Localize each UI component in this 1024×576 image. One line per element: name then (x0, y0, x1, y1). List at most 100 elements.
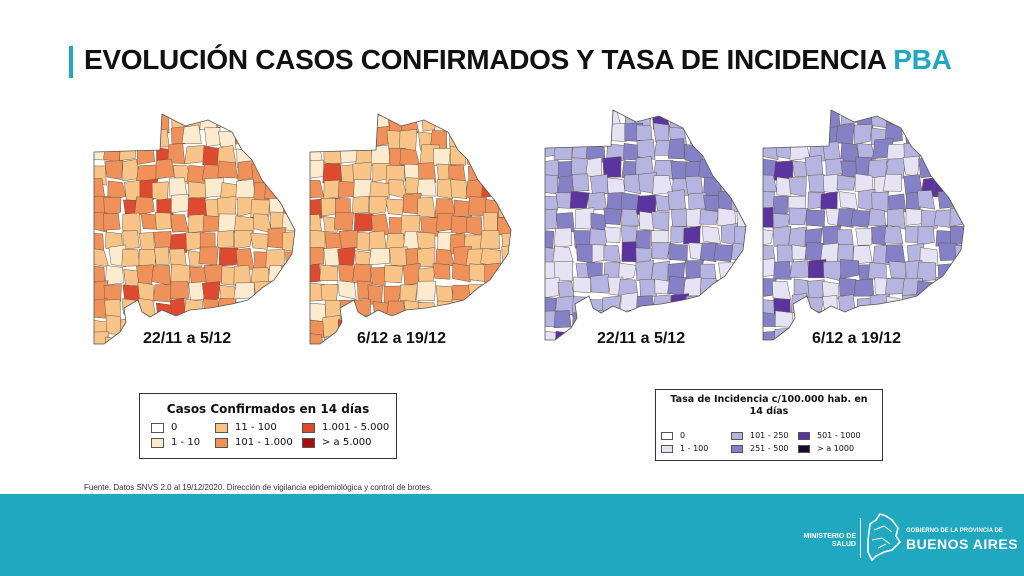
map-district (352, 263, 372, 283)
map-district (703, 139, 724, 160)
map-district (808, 174, 825, 193)
map-district (885, 296, 902, 313)
map-district (553, 310, 572, 329)
map-district (468, 301, 489, 319)
map-district (575, 243, 595, 264)
map-district (319, 264, 339, 282)
legend-incidence-item: 101 - 250 (731, 431, 789, 440)
map-district (789, 260, 810, 279)
map-district (103, 114, 123, 132)
map-district (772, 121, 792, 143)
map-district (497, 285, 511, 306)
map-district (399, 129, 418, 151)
map-district (323, 337, 343, 344)
map-district (169, 232, 188, 253)
map-district (919, 139, 939, 160)
source-note: Fuente. Datos SNVS 2.0 al 19/12/2020. Di… (84, 483, 433, 492)
map-district (368, 196, 389, 215)
map-district (603, 207, 622, 225)
map-district (737, 311, 746, 332)
legend-label: 1 - 100 (680, 444, 709, 453)
legend-swatch (302, 422, 315, 433)
map-district (482, 298, 500, 317)
map-district (700, 328, 719, 340)
province-outline (93, 113, 296, 345)
map-district (185, 232, 205, 251)
map-district (918, 296, 935, 315)
map-district (218, 247, 239, 267)
legend-cases: Casos Confirmados en 14 días 0 1 - 10 11… (139, 393, 397, 459)
map-district (417, 302, 437, 321)
map-district (553, 141, 573, 160)
legend-cases-item: 1 - 10 (151, 437, 200, 448)
legend-cases-item: > a 5.000 (302, 437, 372, 448)
map-district (498, 198, 511, 218)
map-district (310, 159, 325, 179)
map-district (452, 263, 471, 283)
province-outline (762, 109, 965, 341)
map-district (934, 161, 953, 180)
map-district (937, 263, 956, 282)
footer-band (0, 494, 1024, 576)
map-district (716, 313, 738, 331)
map-district (852, 245, 873, 265)
map-district (883, 173, 902, 192)
map-district (94, 265, 106, 283)
map-district (857, 311, 874, 331)
map-district (552, 245, 574, 263)
map-district (498, 296, 511, 316)
map-district (903, 110, 925, 124)
map-district (776, 244, 795, 263)
map-district (385, 165, 405, 184)
map-district (94, 178, 106, 198)
map-district (484, 262, 501, 285)
map-district (822, 141, 841, 162)
map-district (590, 174, 609, 195)
map-district (604, 226, 621, 244)
map-district (791, 110, 811, 122)
map-district (310, 332, 325, 344)
title-accent-bar (69, 46, 73, 78)
map-district (250, 335, 271, 344)
map-district (954, 141, 964, 161)
map-district (719, 125, 737, 145)
map-district (772, 280, 792, 301)
map-district (716, 158, 736, 180)
legend-incidence-item: 1 - 100 (661, 444, 708, 453)
map-district (171, 194, 190, 214)
map-district (920, 210, 938, 229)
legend-incidence: Tasa de Incidencia c/100.000 hab. en 14 … (655, 389, 883, 461)
map-district (808, 259, 827, 279)
legend-swatch (151, 437, 164, 448)
map-district (871, 224, 889, 246)
map-district (352, 161, 372, 182)
map-district (553, 260, 574, 282)
map-district (854, 173, 874, 193)
legend-incidence-item: > a 1000 (798, 444, 854, 453)
map-district (138, 232, 155, 252)
map-district (938, 139, 958, 159)
map-district (572, 331, 594, 340)
map-district (122, 212, 142, 234)
map-district (635, 260, 654, 281)
map-district (482, 212, 498, 233)
map-district (94, 331, 109, 344)
map-district (820, 191, 838, 210)
map-district (773, 195, 788, 217)
map-district (553, 227, 573, 249)
map-district (337, 114, 356, 132)
map-district (916, 280, 937, 298)
map-district (267, 297, 286, 320)
map-district (554, 330, 574, 340)
map-district (803, 311, 823, 332)
map-district (734, 172, 746, 194)
map-district (198, 246, 219, 266)
map-district (920, 331, 938, 340)
map-district (919, 313, 937, 335)
map-district (790, 125, 811, 145)
map-district (684, 329, 701, 340)
map-district (682, 110, 699, 131)
map-district (836, 174, 857, 191)
map-district (703, 195, 720, 212)
map-district (268, 334, 287, 344)
